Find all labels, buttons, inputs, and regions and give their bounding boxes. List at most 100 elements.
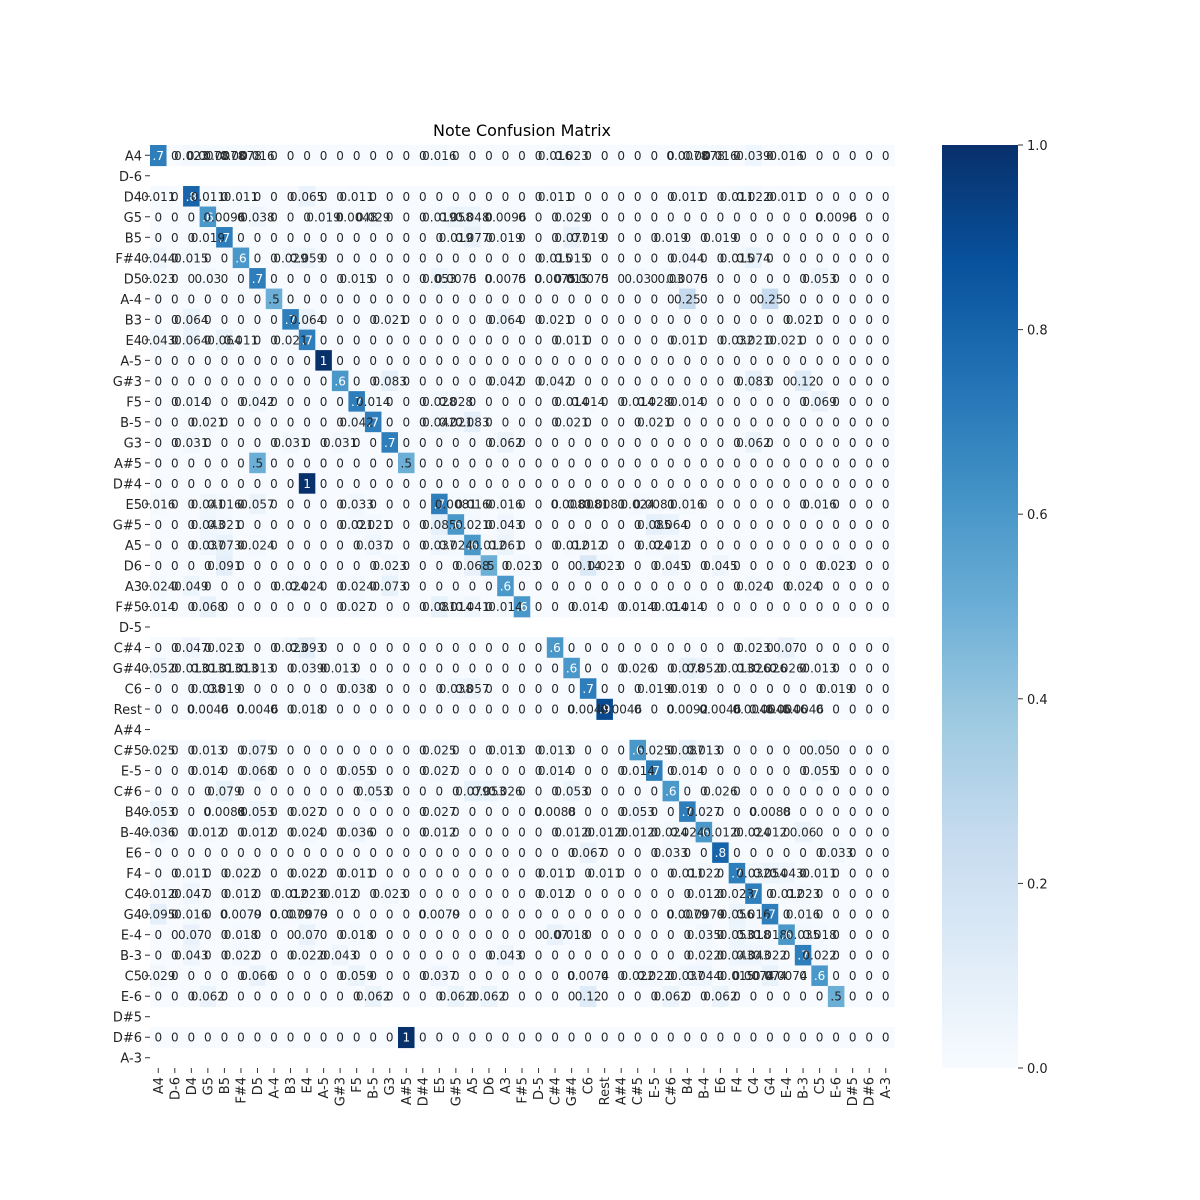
heatmap-cell [282, 268, 300, 290]
cell-value-label: 0 [154, 703, 162, 717]
cell-value-label: 0 [452, 703, 460, 717]
cell-value-label: 0 [650, 867, 658, 881]
cell-value-label: 0 [336, 641, 344, 655]
cell-value-label: 0 [386, 928, 394, 942]
heatmap-cell [877, 145, 895, 167]
x-tick-label: E4 [301, 1077, 316, 1094]
heatmap-cell [728, 452, 746, 474]
heatmap-cell [166, 206, 184, 228]
cell-value-label: .7 [764, 908, 775, 922]
cell-value-label: 0 [551, 477, 559, 491]
cell-value-label: 0 [452, 908, 460, 922]
heatmap-cell [331, 309, 349, 331]
heatmap-cell [364, 268, 383, 290]
heatmap-cell [431, 391, 449, 413]
cell-value-label: 0 [816, 251, 824, 265]
heatmap-cell [745, 268, 763, 290]
cell-value-label: 0 [832, 744, 840, 758]
cell-value-label: 0 [568, 641, 576, 655]
cell-value-label: 0 [502, 662, 510, 676]
cell-value-label: 0 [518, 374, 526, 388]
cell-value-label: 0 [882, 333, 890, 347]
x-tick-label: B5 [218, 1077, 233, 1094]
cell-value-label: 0 [254, 190, 262, 204]
heatmap-cell [646, 206, 664, 228]
cell-value-label: 0 [617, 1031, 625, 1045]
cell-value-label: 0 [849, 518, 857, 532]
heatmap-cell [877, 432, 895, 454]
cell-value-label: 0 [171, 764, 179, 778]
heatmap-cell [464, 268, 482, 290]
heatmap-cell [695, 247, 713, 269]
heatmap-cell [679, 206, 697, 228]
heatmap-cell [381, 452, 399, 474]
heatmap-cell [662, 350, 680, 372]
cell-value-label: 0 [518, 764, 526, 778]
heatmap-cell [811, 288, 829, 310]
heatmap-cell [579, 145, 597, 167]
cell-value-label: 0 [419, 785, 427, 799]
heatmap-cell [381, 493, 399, 515]
heatmap-cell [712, 411, 730, 433]
heatmap-cell [662, 432, 680, 454]
heatmap-cell [530, 206, 548, 228]
cell-value-label: 0 [750, 600, 758, 614]
heatmap-cell [364, 370, 383, 392]
heatmap-cell [646, 473, 664, 495]
cell-value-label: .7 [384, 436, 395, 450]
cell-value-label: 0 [849, 436, 857, 450]
heatmap-cell [513, 350, 531, 372]
cell-value-label: 0 [733, 518, 741, 532]
cell-value-label: 0 [584, 662, 592, 676]
cell-value-label: 0 [485, 764, 493, 778]
cell-value-label: 0 [650, 210, 658, 224]
cell-value-label: 0 [849, 559, 857, 573]
heatmap-cell [216, 145, 234, 167]
cell-value-label: 0 [353, 1031, 361, 1045]
cell-value-label: 0 [799, 415, 807, 429]
heatmap-cell [761, 350, 779, 372]
heatmap-cell [712, 452, 730, 474]
cell-value-label: 0 [386, 682, 394, 696]
heatmap-cell [695, 329, 713, 351]
cell-value-label: 0 [469, 354, 477, 368]
cell-value-label: 0 [171, 538, 179, 552]
heatmap-cell [348, 432, 366, 454]
heatmap-cell [298, 370, 316, 392]
cell-value-label: 0 [237, 354, 245, 368]
cell-value-label: 0.07 [773, 641, 800, 655]
cell-value-label: 0 [700, 456, 708, 470]
cell-value-label: 0 [419, 292, 427, 306]
cell-value-label: 0 [568, 477, 576, 491]
cell-value-label: 0 [270, 764, 278, 778]
cell-value-label: 0 [452, 333, 460, 347]
cell-value-label: 0 [386, 538, 394, 552]
cell-value-label: 0 [535, 579, 543, 593]
heatmap-cell [612, 452, 631, 474]
cell-value-label: 0 [369, 190, 377, 204]
cell-value-label: 0 [402, 969, 410, 983]
cell-value-label: 0 [402, 415, 410, 429]
cell-value-label: 0 [254, 333, 262, 347]
cell-value-label: 0 [518, 190, 526, 204]
heatmap-cell [364, 247, 383, 269]
heatmap-cell [811, 247, 829, 269]
heatmap-cell [398, 288, 416, 310]
heatmap-cell [381, 309, 399, 331]
heatmap-cell [563, 145, 581, 167]
x-tick-label: B4 [681, 1077, 696, 1094]
cell-value-label: 0 [882, 887, 890, 901]
cell-value-label: 0 [535, 559, 543, 573]
heatmap-cell [232, 432, 250, 454]
cell-value-label: 0 [287, 497, 295, 511]
heatmap-cell [232, 329, 250, 351]
cell-value-label: 0 [171, 600, 179, 614]
cell-value-label: 0 [171, 272, 179, 286]
cell-value-label: 0 [287, 785, 295, 799]
heatmap-cell [513, 432, 531, 454]
heatmap-cell [745, 452, 763, 474]
heatmap-cells [150, 145, 895, 1049]
cell-value-label: 0 [551, 559, 559, 573]
heatmap-cell [728, 391, 746, 413]
cell-value-label: 0 [336, 251, 344, 265]
